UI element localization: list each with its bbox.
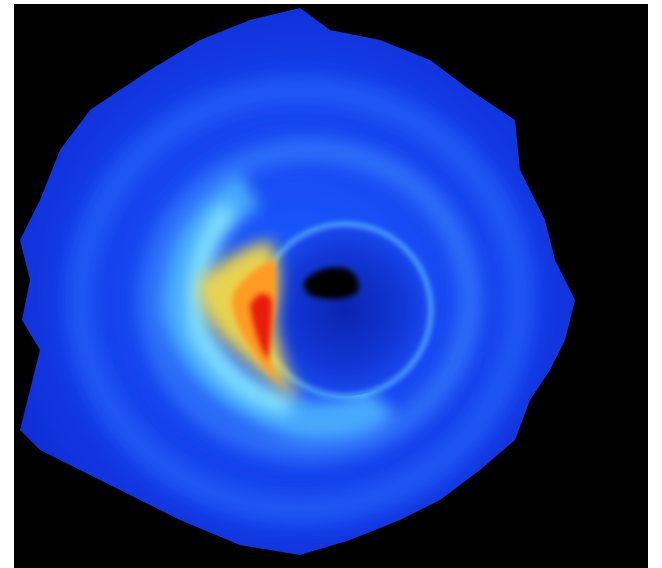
page (0, 0, 662, 568)
image (0, 0, 662, 568)
